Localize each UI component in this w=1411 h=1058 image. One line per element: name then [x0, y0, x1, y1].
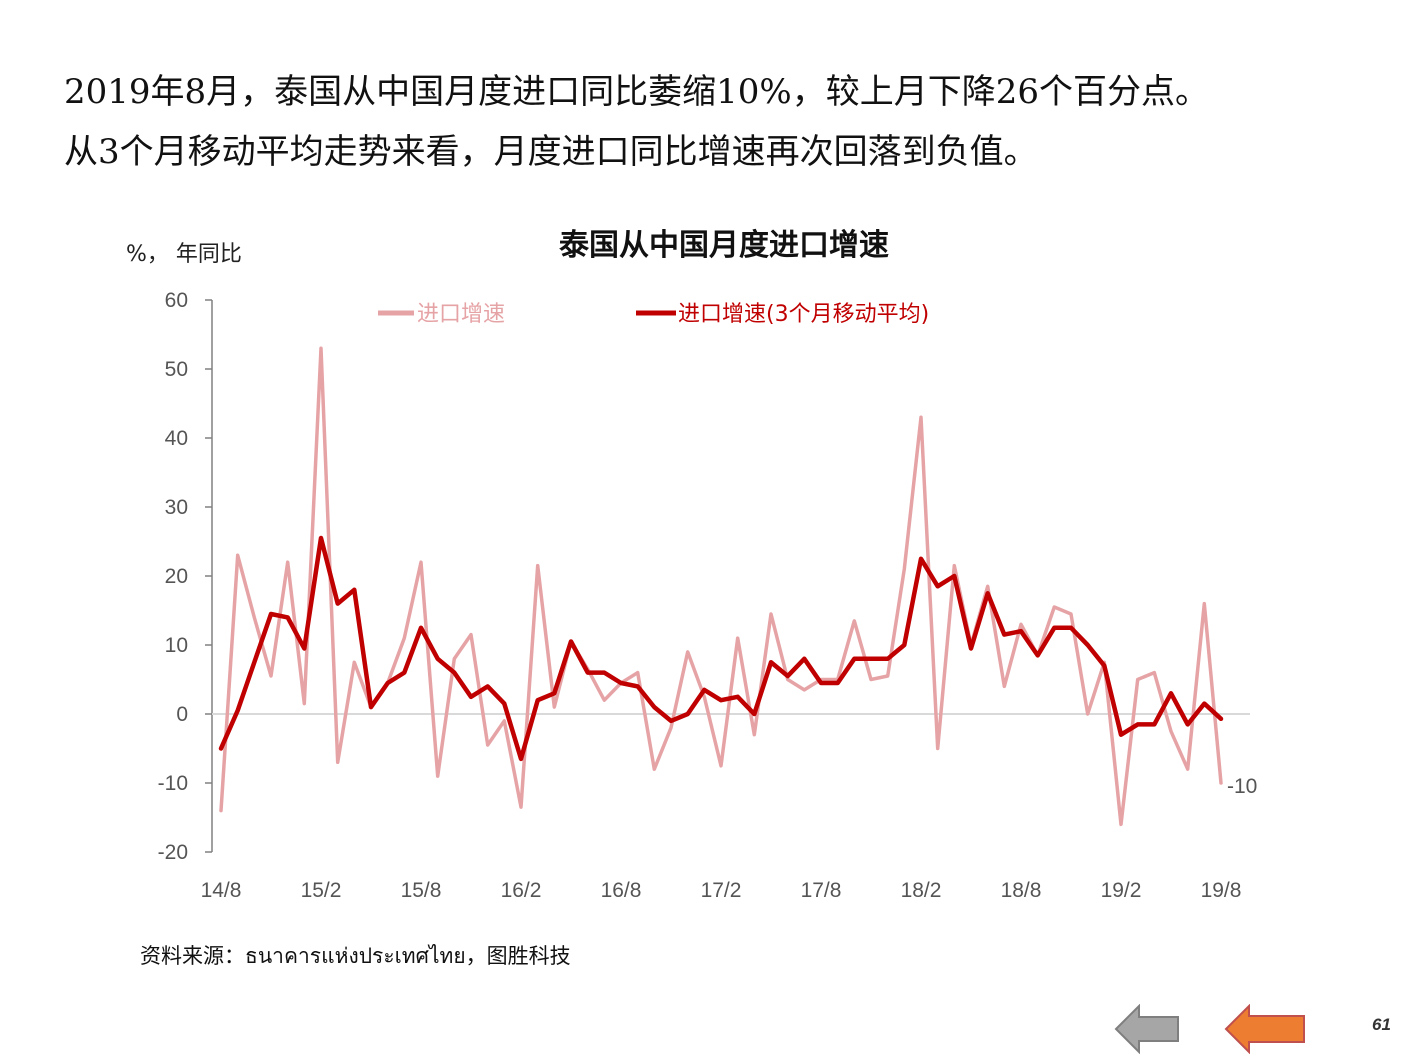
y-axis-unit-label: %， 年同比: [126, 242, 242, 267]
chart-title: 泰国从中国月度进口增速: [559, 228, 889, 263]
y-tick-label: 50: [165, 358, 188, 381]
legend-label-series-2: 进口增速(3个月移动平均): [678, 302, 929, 327]
back-arrow-icon[interactable]: [1114, 1004, 1182, 1054]
x-tick-label: 19/2: [1101, 879, 1142, 902]
x-tick-label: 18/8: [1001, 879, 1042, 902]
y-tick-label: -10: [158, 772, 188, 795]
source-note: 资料来源：ธนาคารแห่งประเทศไทย，图胜科技: [140, 944, 571, 968]
y-tick-label: -20: [158, 841, 188, 864]
forward-arrow-icon[interactable]: [1224, 1004, 1308, 1054]
x-tick-label: 14/8: [201, 879, 242, 902]
y-tick-label: 20: [165, 565, 188, 588]
x-tick-label: 15/8: [401, 879, 442, 902]
axes: 60 50 40 30 20 10 0 -10 -20 14/8 15/2 15/8 16/2 16/8 1…: [158, 289, 1250, 902]
legend-label-series-1: 进口增速: [417, 302, 505, 327]
page-number: 61: [1372, 1015, 1391, 1034]
series-layer: -10: [218, 346, 1257, 827]
headline-line-1: 2019年8月，泰国从中国月度进口同比萎缩10%，较上月下降26个百分点。: [64, 72, 1209, 112]
series-line-1: [219, 346, 1223, 827]
end-value-label: -10: [1227, 775, 1257, 798]
x-tick-label: 15/2: [301, 879, 342, 902]
x-tick-label: 18/2: [901, 879, 942, 902]
x-tick-label: 16/2: [501, 879, 542, 902]
y-tick-label: 60: [165, 289, 188, 312]
x-tick-label: 17/8: [801, 879, 842, 902]
y-tick-label: 0: [176, 703, 188, 726]
y-tick-label: 10: [165, 634, 188, 657]
headline: 2019年8月，泰国从中国月度进口同比萎缩10%，较上月下降26个百分点。 从3…: [64, 62, 1384, 182]
x-tick-label: 19/8: [1201, 879, 1242, 902]
legend: 进口增速 进口增速(3个月移动平均): [378, 302, 929, 327]
y-tick-label: 40: [165, 427, 188, 450]
x-tick-label: 17/2: [701, 879, 742, 902]
headline-line-2: 从3个月移动平均走势来看，月度进口同比增速再次回落到负值。: [64, 132, 1038, 172]
x-tick-label: 16/8: [601, 879, 642, 902]
series-line-2: [218, 535, 1224, 762]
y-tick-label: 30: [165, 496, 188, 519]
